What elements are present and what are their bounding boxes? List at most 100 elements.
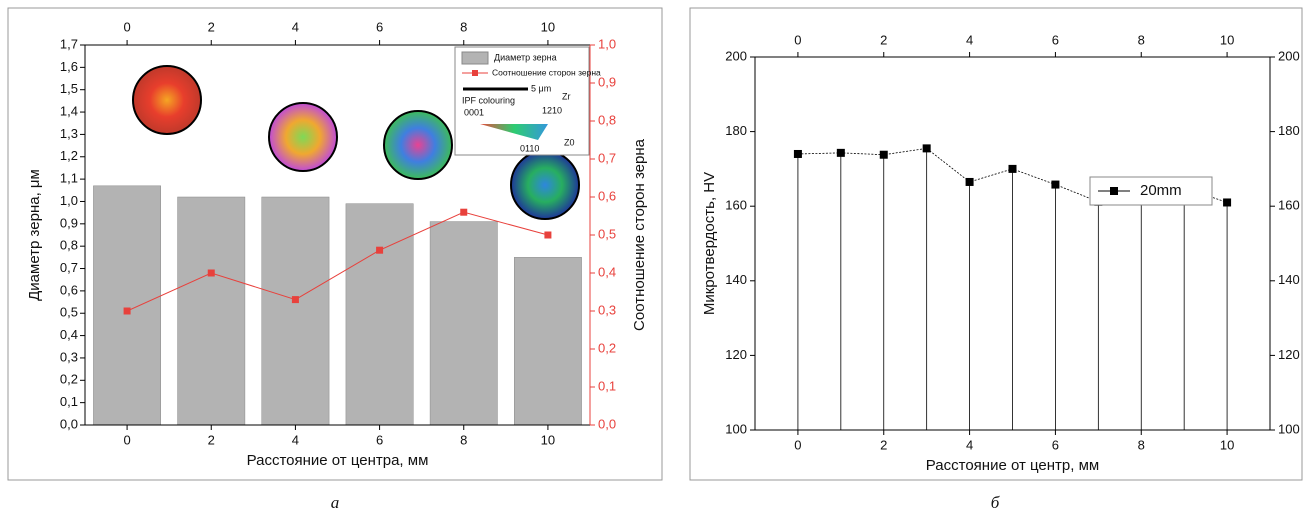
- y-tick-label: 160: [725, 198, 747, 213]
- y2-tick-label: 0,7: [598, 150, 616, 165]
- x-tick-label: 2: [208, 432, 215, 447]
- bar: [346, 204, 413, 425]
- ebsd-map: [133, 66, 201, 134]
- x-axis-label: Расстояние от центр, мм: [926, 457, 1099, 474]
- y2-tick-label: 0,3: [598, 302, 616, 317]
- figure: 0 0 2 2 4 4 6 6 8 8 10 10 0,0 0,1 0,2 0,3 0,4 0,5 0,6 0,7 0,…: [0, 0, 1312, 517]
- y2-tick-label: 0,1: [598, 378, 616, 393]
- y-tick-label: 0,0: [60, 416, 78, 431]
- point: [208, 270, 215, 277]
- y-tick-label: 200: [725, 48, 747, 63]
- y-tick-label: 1,1: [60, 171, 78, 186]
- y2-tick-label: 0,4: [598, 264, 616, 279]
- x-tick-label-top: 6: [1052, 32, 1059, 47]
- legend-label: 20mm: [1140, 182, 1182, 199]
- x-tick-label-top: 4: [292, 19, 299, 34]
- point: [124, 308, 131, 315]
- x-tick-label: 2: [880, 437, 887, 452]
- x-tick-label-top: 0: [794, 32, 801, 47]
- x-tick-label: 4: [966, 437, 973, 452]
- y-tick-label: 0,5: [60, 305, 78, 320]
- point: [837, 149, 845, 157]
- y-tick-label: 120: [725, 347, 747, 362]
- x-tick-label-top: 6: [376, 19, 383, 34]
- bar: [178, 197, 245, 425]
- y2-tick-label: 0,5: [598, 226, 616, 241]
- x-axis-label: Расстояние от центра, мм: [247, 452, 429, 469]
- y2-tick-label: 0,6: [598, 188, 616, 203]
- panel-frame: [690, 8, 1302, 480]
- y-tick-label: 1,6: [60, 59, 78, 74]
- y-tick-label: 0,8: [60, 238, 78, 253]
- y2-tick-label: 0,0: [598, 416, 616, 431]
- x-tick-label-top: 4: [966, 32, 973, 47]
- ebsd-map: [269, 103, 337, 171]
- point: [794, 150, 802, 158]
- y-tick-label: 1,4: [60, 103, 78, 118]
- x-tick-label: 8: [460, 432, 467, 447]
- y2-axis-label: Соотношение сторон зерна: [631, 138, 648, 331]
- y-axis-label: Диаметр зерна, μм: [26, 169, 43, 301]
- y-tick-label: 0,6: [60, 282, 78, 297]
- bar: [262, 197, 329, 425]
- point: [1223, 198, 1231, 206]
- y-tick-label: 1,2: [60, 148, 78, 163]
- point: [923, 144, 931, 152]
- x-tick-label-top: 2: [880, 32, 887, 47]
- x-tick-label: 10: [1220, 437, 1234, 452]
- y-tick-label-right: 140: [1278, 272, 1300, 287]
- point: [460, 209, 467, 216]
- x-tick-label-top: 2: [208, 19, 215, 34]
- y-tick-label: 1,7: [60, 36, 78, 51]
- y-tick-label: 0,3: [60, 349, 78, 364]
- y-tick-label: 1,3: [60, 126, 78, 141]
- x-tick-label: 8: [1138, 437, 1145, 452]
- point: [1009, 165, 1017, 173]
- y-tick-label: 0,4: [60, 327, 78, 342]
- legend-label: Соотношение сторон зерна: [492, 67, 601, 77]
- y2-tick-label: 0,2: [598, 340, 616, 355]
- legend-swatch: [462, 52, 488, 64]
- point: [966, 178, 974, 186]
- x-tick-label-top: 0: [123, 19, 130, 34]
- x-tick-label: 4: [292, 432, 299, 447]
- ebsd-map: [384, 111, 452, 179]
- bar: [514, 257, 581, 425]
- annotation: 0110: [520, 143, 539, 153]
- y-axis-label: Микротвердость, HV: [701, 172, 718, 315]
- y-tick-label-right: 120: [1278, 347, 1300, 362]
- x-tick-label-top: 8: [1138, 32, 1145, 47]
- legend-swatch: [472, 70, 478, 76]
- x-tick-label: 10: [541, 432, 555, 447]
- y-tick-label-right: 200: [1278, 48, 1300, 63]
- x-tick-label-top: 10: [541, 19, 555, 34]
- page: 0 0 2 2 4 4 6 6 8 8 10 10 0,0 0,1 0,2 0,3 0,4 0,5 0,6 0,7 0,…: [0, 0, 1312, 522]
- legend-swatch: [1110, 187, 1118, 195]
- caption: б: [991, 493, 1000, 512]
- annotation: 0001: [464, 107, 484, 117]
- y-tick-label: 1,5: [60, 81, 78, 96]
- x-tick-label-top: 8: [460, 19, 467, 34]
- bar: [430, 222, 497, 425]
- legend-label: Диаметр зерна: [494, 52, 557, 62]
- y-tick-label: 100: [725, 421, 747, 436]
- x-tick-label: 0: [123, 432, 130, 447]
- y2-tick-label: 0,8: [598, 112, 616, 127]
- x-tick-label: 6: [1052, 437, 1059, 452]
- y-tick-label-right: 160: [1278, 198, 1300, 213]
- point: [1051, 181, 1059, 189]
- caption: а: [331, 493, 340, 512]
- annotation: Zr: [562, 91, 571, 101]
- y-tick-label: 0,7: [60, 260, 78, 275]
- y-tick-label: 180: [725, 123, 747, 138]
- y-tick-label-right: 100: [1278, 421, 1300, 436]
- y-tick-label: 140: [725, 272, 747, 287]
- y-tick-label: 0,1: [60, 394, 78, 409]
- annotation: 1210: [542, 105, 562, 115]
- annotation: IPF colouring: [462, 95, 515, 105]
- point: [880, 151, 888, 159]
- annotation: Z0: [564, 137, 575, 147]
- x-tick-label-top: 10: [1220, 32, 1234, 47]
- point: [376, 247, 383, 254]
- annotation: 5 μm: [531, 83, 551, 93]
